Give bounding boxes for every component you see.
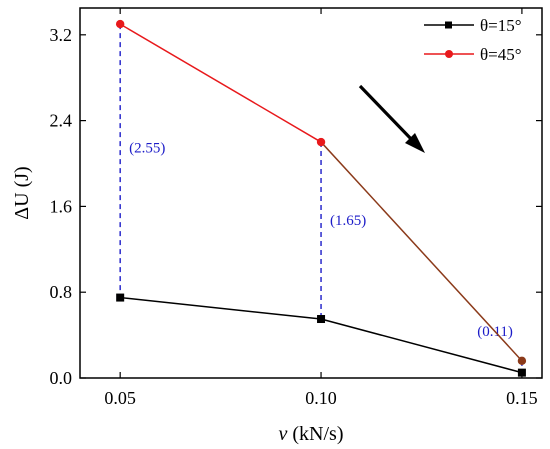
ticks-layer: 0.05 0.10 0.15 0.0 0.8 1.6 2.4 3.2 bbox=[50, 8, 542, 408]
y-tick-label: 3.2 bbox=[50, 25, 73, 45]
series-0-segment bbox=[320, 318, 523, 374]
legend-marker-series-1 bbox=[445, 50, 453, 58]
x-tick-label: 0.10 bbox=[305, 388, 337, 408]
x-tick-label: 0.15 bbox=[506, 388, 538, 408]
y-tick-label: 2.4 bbox=[50, 111, 73, 131]
plot-frame bbox=[79, 7, 543, 379]
series-0-segment bbox=[120, 296, 322, 320]
series-1-point bbox=[316, 137, 326, 147]
trend-arrow bbox=[358, 84, 425, 153]
series-1-point bbox=[115, 19, 125, 29]
y-tick-label: 1.6 bbox=[50, 196, 73, 216]
x-axis-label: v (kN/s) bbox=[279, 423, 344, 445]
difference-label: (1.65) bbox=[330, 213, 366, 229]
series-0-point bbox=[116, 293, 125, 302]
y-tick-label: 0.8 bbox=[50, 282, 73, 302]
series-1-segment bbox=[320, 141, 523, 362]
difference-label: (2.55) bbox=[129, 141, 165, 157]
legend-marker-series-0 bbox=[445, 21, 452, 29]
y-axis-label: ΔU (J) bbox=[11, 166, 33, 219]
series-0-point bbox=[317, 315, 326, 324]
legend: θ=15° θ=45° bbox=[424, 16, 522, 64]
y-tick-label: 0.0 bbox=[50, 368, 73, 388]
legend-label-series-0: θ=15° bbox=[480, 16, 522, 35]
x-tick-label: 0.05 bbox=[104, 388, 136, 408]
series-1-point bbox=[517, 356, 527, 366]
legend-label-series-1: θ=45° bbox=[480, 45, 522, 64]
series-1-segment bbox=[119, 23, 322, 143]
